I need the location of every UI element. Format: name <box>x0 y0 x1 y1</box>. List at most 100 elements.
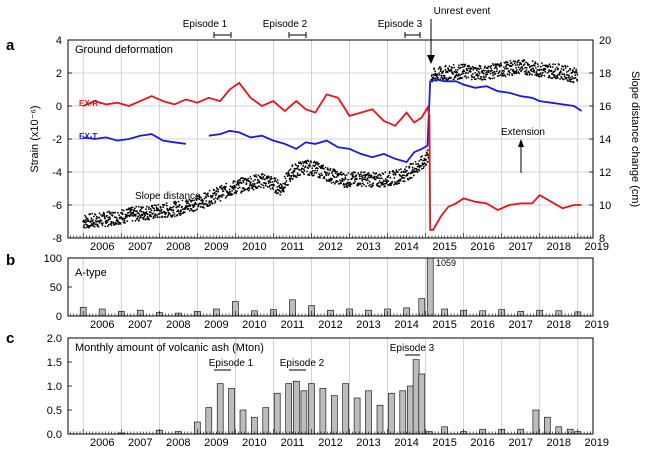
slope-distance-point <box>172 214 174 217</box>
slope-distance-point <box>121 213 124 216</box>
slope-distance-point <box>340 171 343 174</box>
slope-distance-point <box>529 72 531 75</box>
slope-distance-point <box>145 208 147 211</box>
ash-bar <box>365 390 372 435</box>
slope-distance-point <box>126 220 129 223</box>
slope-distance-point <box>165 211 168 214</box>
slope-distance-point <box>139 215 142 218</box>
slope-distance-point <box>499 74 502 76</box>
slope-distance-point <box>452 73 454 75</box>
slope-distance-point <box>263 174 266 177</box>
slope-distance-point <box>364 178 367 181</box>
slope-distance-point <box>299 173 301 176</box>
slope-distance-point <box>200 196 202 199</box>
slope-distance-point <box>164 216 167 219</box>
slope-distance-point <box>295 176 298 179</box>
slope-distance-point <box>286 175 289 178</box>
slope-distance-point <box>254 175 257 178</box>
slope-distance-point <box>129 209 132 212</box>
slope-distance-point <box>315 172 318 174</box>
slope-distance-point <box>240 182 243 185</box>
slope-distance-point <box>546 72 549 74</box>
slope-distance-point <box>397 171 399 174</box>
slope-distance-point <box>109 218 111 220</box>
slope-distance-point <box>445 77 448 79</box>
slope-distance-point <box>400 175 403 178</box>
slope-distance-point <box>142 206 144 209</box>
slope-distance-point <box>512 68 514 71</box>
slope-distance-point <box>134 210 137 212</box>
slope-distance-point <box>98 212 101 215</box>
slope-distance-point <box>444 77 446 80</box>
y-tick-label: 0.5 <box>47 405 62 417</box>
slope-distance-point <box>503 66 505 68</box>
slope-distance-point <box>568 78 571 80</box>
slope-distance-point <box>132 211 135 214</box>
slope-distance-point <box>339 173 342 176</box>
slope-distance-point <box>528 63 530 66</box>
slope-distance-point <box>90 217 93 220</box>
slope-distance-point <box>422 159 425 162</box>
slope-distance-point <box>178 212 181 215</box>
slope-distance-point <box>433 68 436 70</box>
slope-distance-point <box>382 181 384 184</box>
slope-distance-point <box>549 66 552 68</box>
slope-distance-point <box>320 172 323 175</box>
slope-distance-point <box>500 64 503 67</box>
slope-distance-point <box>100 219 103 222</box>
slope-distance-point <box>329 167 332 170</box>
slope-distance-point <box>461 63 464 66</box>
slope-distance-point <box>284 177 287 180</box>
slope-distance-point <box>85 226 88 229</box>
slope-distance-point <box>147 213 149 216</box>
slope-distance-point <box>267 182 270 185</box>
slope-distance-point <box>260 183 263 186</box>
slope-distance-point <box>231 193 234 196</box>
slope-distance-point <box>163 204 166 206</box>
slope-distance-point <box>228 188 231 191</box>
slope-distance-point <box>314 169 316 172</box>
slope-distance-point <box>453 78 455 81</box>
slope-distance-point <box>354 180 357 183</box>
slope-distance-point <box>175 201 178 204</box>
slope-distance-point <box>513 72 516 75</box>
slope-distance-point <box>488 69 490 72</box>
year-tick-label: 2015 <box>432 241 456 253</box>
year-tick-label: 2010 <box>242 319 266 331</box>
slope-distance-point <box>141 213 144 216</box>
slope-distance-point <box>491 63 494 65</box>
slope-distance-point <box>464 63 467 66</box>
ash-bar <box>407 385 414 435</box>
slope-distance-point <box>500 72 503 75</box>
slope-distance-point <box>181 205 184 208</box>
slope-distance-point <box>532 70 534 73</box>
slope-distance-point <box>307 160 310 163</box>
slope-distance-point <box>518 64 521 66</box>
slope-distance-point <box>574 74 577 77</box>
slope-distance-point <box>101 224 104 227</box>
slope-distance-point <box>494 67 496 70</box>
year-tick-label: 2008 <box>166 319 190 331</box>
slope-distance-point <box>97 220 100 223</box>
slope-distance-point <box>325 174 328 176</box>
grid-c <box>82 338 579 434</box>
panel-b-title: A-type <box>75 267 107 279</box>
slope-distance-point <box>538 75 541 78</box>
slope-distance-point <box>322 164 325 167</box>
slope-distance-point <box>307 167 310 170</box>
slope-distance-point <box>482 69 485 72</box>
slope-distance-point <box>147 208 150 211</box>
slope-distance-point <box>456 78 459 81</box>
slope-distance-point <box>221 193 224 196</box>
slope-distance-point <box>91 212 94 215</box>
slope-distance-point <box>560 67 563 70</box>
y-tick-label: 0 <box>56 311 62 323</box>
panel-c-letter: c <box>6 330 14 347</box>
slope-distance-point <box>319 174 322 177</box>
slope-distance-point <box>442 70 445 73</box>
yticks-c: 2.0 1.5 1.0 0.5 0.0 <box>47 333 72 441</box>
unrest-label: Unrest event <box>434 6 491 17</box>
slope-distance-point <box>138 214 141 216</box>
slope-distance-point <box>541 62 543 64</box>
slope-distance-point <box>564 67 567 69</box>
